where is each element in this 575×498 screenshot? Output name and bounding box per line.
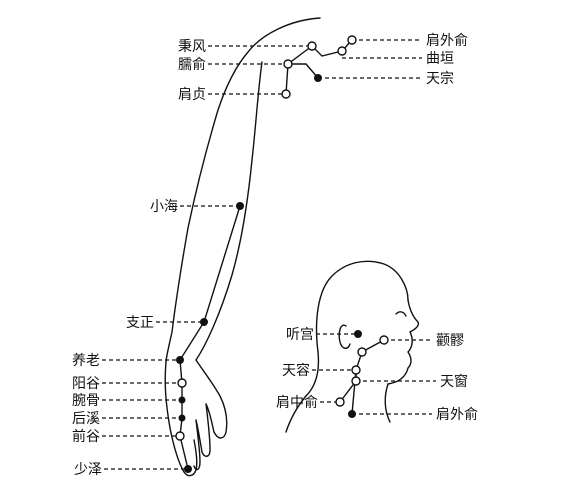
point-qiangu	[175, 431, 185, 441]
label-jianzhen: 肩贞	[178, 86, 206, 103]
label-wangu: 腕骨	[72, 393, 100, 409]
label-shaoze: 少泽	[74, 462, 102, 478]
arm-leaders	[102, 45, 312, 470]
point-bingfeng	[307, 41, 317, 51]
label-jianwaishu-head: 肩外俞	[436, 406, 478, 423]
head-skull	[315, 260, 409, 353]
head-outline	[285, 260, 420, 433]
label-zhizheng: 支正	[126, 315, 154, 331]
shoulder-leaders	[318, 39, 422, 79]
point-yanggu	[177, 378, 187, 388]
neck-front	[384, 383, 391, 423]
point-yanglao	[176, 356, 184, 364]
acupoints	[175, 35, 389, 473]
point-shaoze	[184, 465, 192, 473]
point-jianwaishu-head	[348, 410, 356, 418]
label-yanglao: 养老	[72, 353, 100, 369]
arm-labels: 秉风 臑俞 肩贞 小海 支正 养老 阳谷 腕骨 后溪 前谷 少泽	[72, 39, 206, 478]
label-quanliao: 颧髎	[436, 333, 464, 349]
label-naoshu: 臑俞	[178, 56, 206, 73]
label-yanggu: 阳谷	[72, 376, 100, 392]
point-tinggong	[354, 330, 362, 338]
label-xiaohai: 小海	[150, 199, 178, 215]
point-naoshu	[283, 59, 293, 69]
label-jianzhongshu: 肩中俞	[276, 394, 318, 411]
point-tianchuang	[351, 376, 361, 386]
point-jianzhen	[281, 89, 291, 99]
point-wangu	[178, 396, 186, 404]
point-neck-upper	[357, 347, 367, 357]
arm-outer-edge	[165, 17, 321, 363]
point-houxi	[178, 414, 186, 422]
label-tianrong: 天容	[282, 362, 310, 379]
label-houxi: 后溪	[72, 411, 100, 427]
arm-inner-edge	[195, 61, 263, 361]
ear	[338, 324, 351, 349]
point-jianwaishu	[347, 35, 357, 45]
hand-outline	[164, 359, 228, 477]
point-jianzhongshu	[335, 397, 345, 407]
eye	[395, 311, 407, 317]
label-tianzong: 天宗	[426, 71, 454, 87]
neck-back	[285, 351, 320, 433]
point-tianzong	[314, 74, 322, 82]
label-bingfeng: 秉风	[178, 39, 206, 55]
label-tianchuang: 天窗	[440, 373, 468, 390]
point-quanliao	[379, 335, 389, 345]
point-tianrong	[351, 365, 361, 375]
shoulder-labels: 肩外俞 曲垣 天宗	[426, 32, 468, 87]
label-jianwaishu: 肩外俞	[426, 32, 468, 49]
arm-outline	[164, 17, 321, 477]
point-xiaohai	[236, 202, 244, 210]
face-profile	[387, 299, 420, 385]
label-qiangu: 前谷	[72, 428, 100, 445]
point-zhizheng	[200, 318, 208, 326]
point-quyuan	[337, 46, 347, 56]
label-quyuan: 曲垣	[426, 51, 454, 67]
label-tinggong: 听宫	[286, 327, 314, 343]
head-labels: 听宫 颧髎 天容 天窗 肩中俞 肩外俞	[276, 327, 478, 423]
